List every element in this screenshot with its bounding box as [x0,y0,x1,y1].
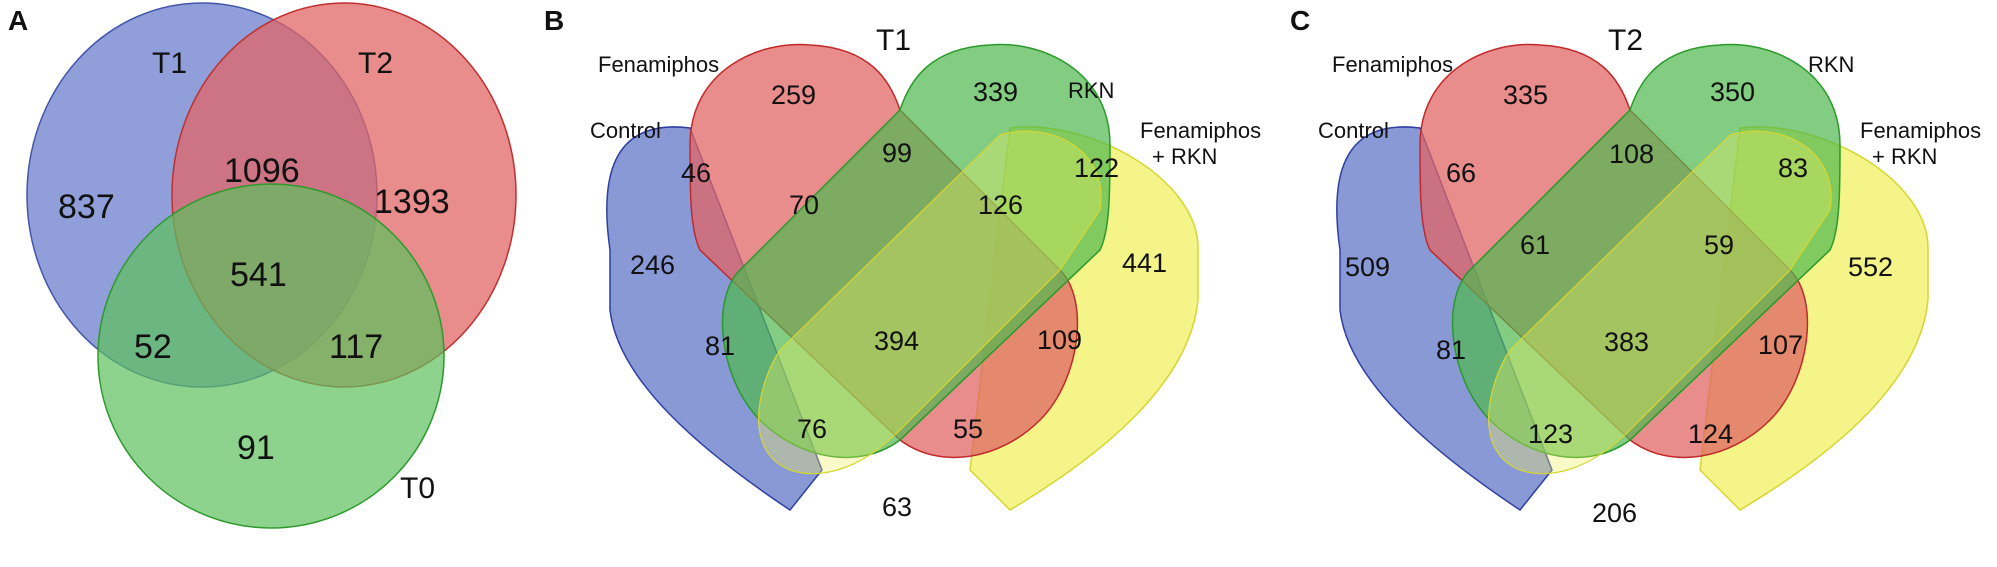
set-label-rkn: RKN [1068,78,1114,103]
region-control-fen-rkn-a: 81 [705,331,735,361]
region-all: 383 [1604,327,1649,357]
panel-title-c: T2 [1608,24,1643,57]
region-control-fen-rkn: 63 [882,492,912,522]
region-t0-only: 91 [237,429,275,467]
region-t2-only: 1393 [374,183,450,221]
region-t1-t2-t0: 541 [230,256,287,294]
region-f-r-fr: 59 [1704,230,1734,260]
region-c-f-fr: 124 [1688,419,1733,449]
region-all: 394 [874,326,919,356]
panel-b: B T1 Control Fenamiphos RKN Fenamiphos +… [544,5,1261,522]
venn-set-t0 [97,183,445,529]
set-label-t0: T0 [400,472,435,505]
region-f-r-fr: 126 [978,190,1023,220]
set-label-fen-rkn-2: + RKN [1152,144,1217,169]
venn-set-fen-rkn-inner [1488,130,1832,475]
region-rkn-fen-rkn: 122 [1074,153,1119,183]
region-t1-t2: 1096 [224,152,300,190]
panel-a: A T1 T2 T0 837 1096 1393 541 52 117 91 [8,2,517,529]
set-label-fenamiphos: Fenamiphos [598,52,719,77]
region-control-fenamiphos: 66 [1446,158,1476,188]
set-label-t1: T1 [152,47,187,80]
venn-set-fen-rkn-inner [758,130,1102,475]
region-fenamiphos-only: 259 [771,80,816,110]
panel-c: C T2 Control Fenamiphos RKN Fenamiphos +… [1290,5,1981,528]
region-rkn-only: 339 [973,77,1018,107]
region-fenamiphos-fen-rkn: 109 [1037,325,1082,355]
region-t1-t0: 52 [134,328,172,366]
panel-letter-a: A [8,5,28,36]
panel-title-b: T1 [876,24,911,57]
region-t2-t0: 117 [329,328,383,366]
set-label-fen-rkn-2: + RKN [1872,144,1937,169]
region-c-f-fr: 55 [953,414,983,444]
region-fenamiphos-fen-rkn: 107 [1758,330,1803,360]
region-c-r-fr: 123 [1528,419,1573,449]
region-rkn-fen-rkn: 83 [1778,153,1808,183]
set-label-fen-rkn-1: Fenamiphos [1860,118,1981,143]
set-label-fen-rkn-1: Fenamiphos [1140,118,1261,143]
region-fenamiphos-only: 335 [1503,80,1548,110]
region-fenamiphos-rkn: 99 [882,138,912,168]
region-t1-only: 837 [58,188,115,226]
panel-letter-b: B [544,5,564,36]
region-control-fen-rkn-a: 81 [1436,335,1466,365]
region-control-only: 509 [1345,252,1390,282]
region-fen-rkn-only: 441 [1122,248,1167,278]
region-control-only: 246 [630,250,675,280]
venn-set-rkn [721,43,1111,459]
region-fenamiphos-rkn: 108 [1609,139,1654,169]
venn-set-rkn [1451,43,1841,459]
region-control-fenamiphos: 46 [681,158,711,188]
set-label-control: Control [590,118,661,143]
set-label-t2: T2 [358,47,393,80]
panel-letter-c: C [1290,5,1310,36]
region-rkn-only: 350 [1710,77,1755,107]
region-control-fen-rkn: 206 [1592,498,1637,528]
region-c-f-r: 61 [1520,230,1550,260]
region-fen-rkn-only: 552 [1848,252,1893,282]
set-label-control: Control [1318,118,1389,143]
set-label-fenamiphos: Fenamiphos [1332,52,1453,77]
region-c-r-fr: 76 [797,414,827,444]
region-c-f-r: 70 [789,190,819,220]
set-label-rkn: RKN [1808,52,1854,77]
